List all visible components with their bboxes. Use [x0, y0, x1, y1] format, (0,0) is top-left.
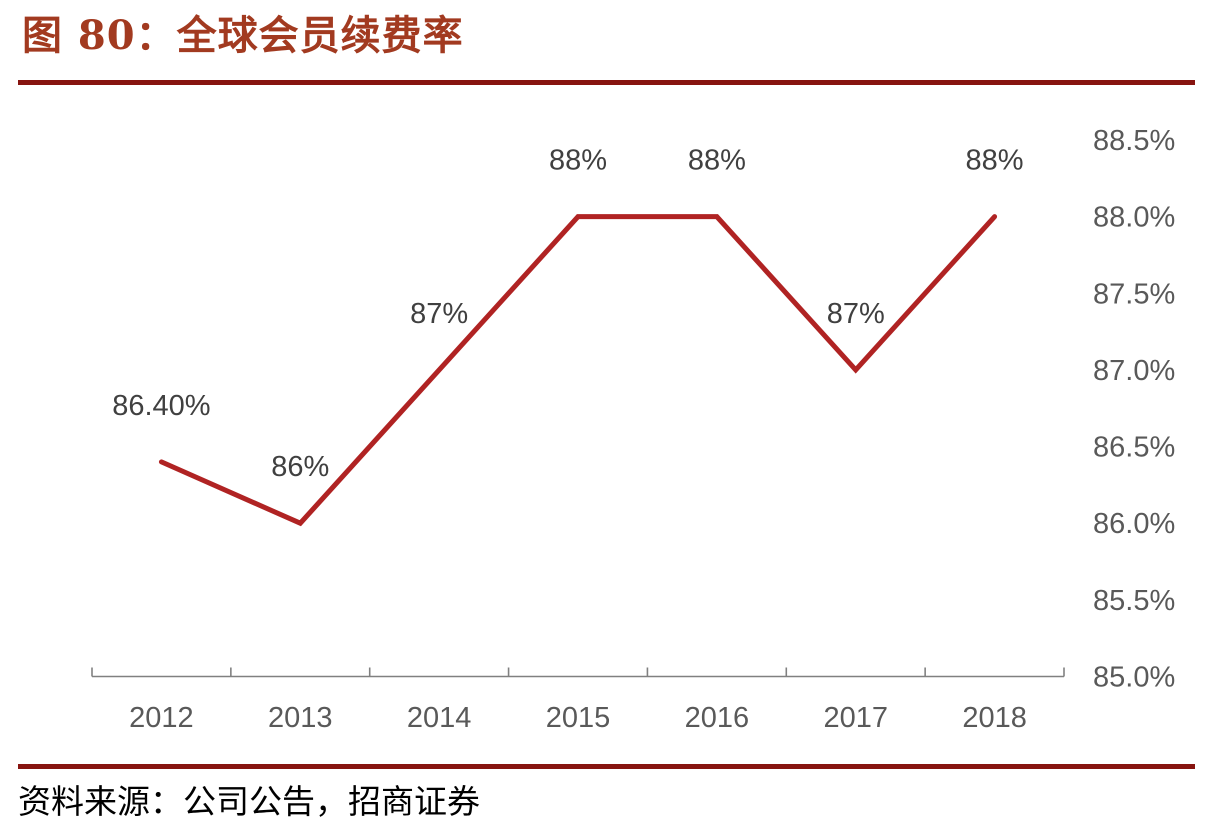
data-label: 88%	[549, 145, 607, 177]
line-chart: 2012 2013 2014 2015 2016 2017 2018 88.5% 88.0% 87…	[91, 125, 1175, 734]
x-tick-label: 2018	[962, 702, 1027, 734]
footer-rule-divider	[18, 764, 1195, 769]
x-tick-label: 2017	[823, 702, 888, 734]
y-tick-label: 87.0%	[1093, 355, 1175, 387]
data-label: 87%	[410, 298, 468, 330]
x-tick-label: 2013	[268, 702, 333, 734]
x-tick-label: 2016	[685, 702, 750, 734]
series-line	[158, 214, 998, 527]
data-label: 88%	[688, 145, 746, 177]
data-label: 88%	[966, 145, 1024, 177]
data-label: 86%	[271, 451, 329, 483]
y-tick-label: 86.5%	[1093, 432, 1175, 464]
source-caption: 资料来源：公司公告，招商证券	[18, 782, 480, 821]
x-tick-label: 2012	[129, 702, 194, 734]
x-tick-label: 2014	[407, 702, 472, 734]
y-tick-label: 85.0%	[1093, 662, 1175, 694]
data-label: 87%	[827, 298, 885, 330]
y-tick-label: 88.5%	[1093, 125, 1175, 157]
y-tick-label: 87.5%	[1093, 278, 1175, 310]
y-tick-label: 85.5%	[1093, 585, 1175, 617]
x-tick-label: 2015	[546, 702, 611, 734]
data-label: 86.40%	[112, 390, 210, 422]
title-rule-divider	[18, 80, 1195, 85]
y-tick-label: 86.0%	[1093, 508, 1175, 540]
figure-title: 图 80：全球会员续费率	[22, 12, 464, 59]
y-tick-label: 88.0%	[1093, 202, 1175, 234]
